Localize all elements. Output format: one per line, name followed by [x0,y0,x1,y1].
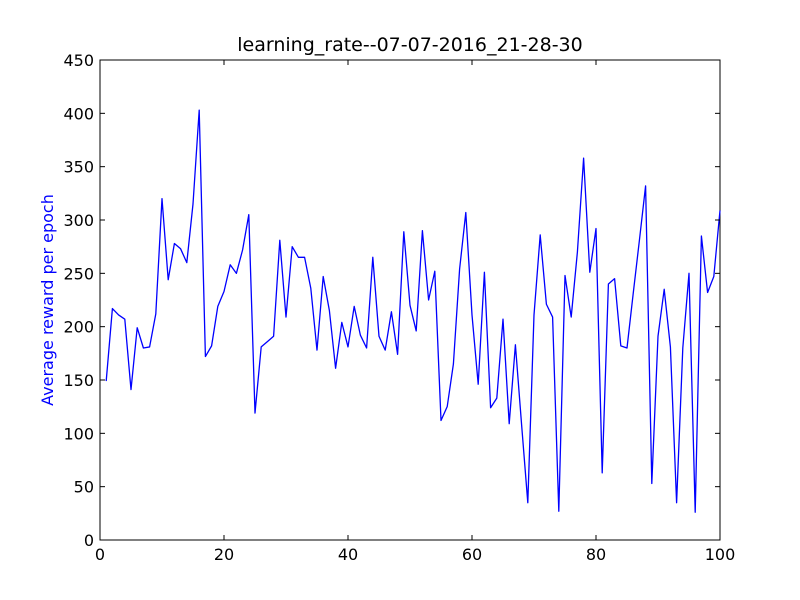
y-tick-label: 100 [63,424,94,443]
y-tick-label: 450 [63,51,94,70]
y-tick-label: 300 [63,211,94,230]
y-axis-label: Average reward per epoch [38,194,57,406]
series-line-1 [105,109,721,513]
x-tick-label: 80 [586,545,606,564]
axis-ticks: 0 20 40 60 80 100 0 50 100 150 200 250 300 350 400 450 [63,51,735,564]
x-tick-label: 20 [214,545,234,564]
y-tick-label: 400 [63,104,94,123]
y-tick-label: 250 [63,264,94,283]
y-tick-label: 350 [63,158,94,177]
y-tick-label: 150 [63,371,94,390]
plot-area [99,59,721,541]
y-tick-label: 0 [84,531,94,550]
x-tick-label: 100 [705,545,736,564]
axes-frame [99,59,721,541]
chart-title: learning_rate--07-07-2016_21-28-30 [237,34,582,56]
x-tick-label: 60 [462,545,482,564]
y-tick-label: 200 [63,318,94,337]
y-tick-label: 50 [74,478,94,497]
x-tick-label: 40 [338,545,358,564]
x-tick-label: 0 [95,545,105,564]
chart-marks [105,109,721,513]
